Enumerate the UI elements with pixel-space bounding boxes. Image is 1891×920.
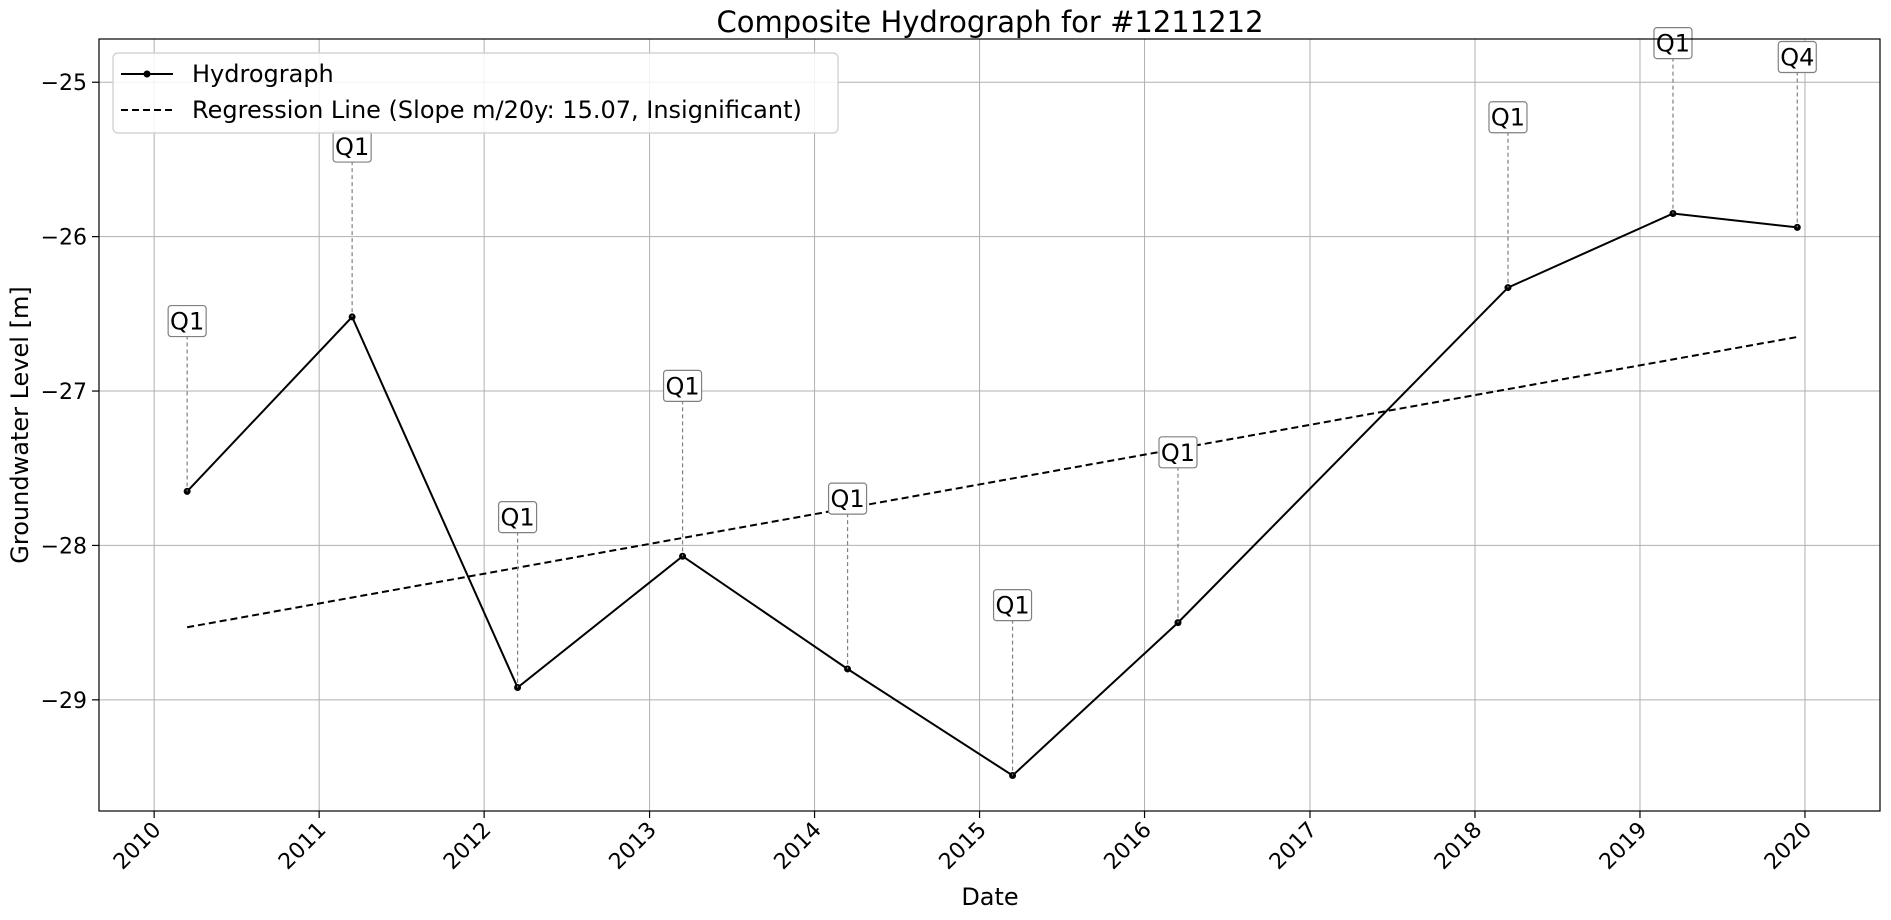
y-axis-label: Groundwater Level [m] xyxy=(6,286,34,563)
annotation-box xyxy=(662,369,703,402)
annotation-box xyxy=(1653,27,1693,60)
y-tick-label: −27 xyxy=(41,380,87,405)
annotation-box xyxy=(827,482,868,515)
quarter-label: Q1 xyxy=(830,485,864,513)
annotation-box xyxy=(1777,40,1817,74)
annotation-box xyxy=(167,304,207,338)
hydrograph-line xyxy=(186,212,1798,777)
y-tick-label: −28 xyxy=(41,534,87,559)
legend-hydrograph-label: Hydrograph xyxy=(192,60,334,88)
y-tick-label: −25 xyxy=(41,71,87,96)
quarter-label: Q1 xyxy=(1161,439,1195,467)
y-tick-label: −26 xyxy=(41,226,87,251)
quarter-label: Q1 xyxy=(665,372,699,400)
legend-box xyxy=(112,52,839,134)
x-axis-label: Date xyxy=(961,883,1018,911)
annotation-box xyxy=(1488,101,1528,134)
quarter-label: Q4 xyxy=(1780,44,1814,72)
quarter-label: Q1 xyxy=(335,133,369,161)
regression-line xyxy=(186,336,1798,629)
legend: Hydrograph Regression Line (Slope m/20y:… xyxy=(112,52,839,134)
quarter-label: Q1 xyxy=(1491,104,1525,132)
annotation-box xyxy=(497,501,538,534)
quarter-label: Q1 xyxy=(1656,30,1690,58)
annotation-box xyxy=(1158,436,1198,469)
quarter-label: Q1 xyxy=(170,308,204,336)
quarter-label: Q1 xyxy=(995,592,1029,620)
chart-title: Composite Hydrograph for #1211212 xyxy=(716,5,1263,39)
legend-regression-label: Regression Line (Slope m/20y: 15.07, Ins… xyxy=(192,96,802,124)
legend-hydrograph-marker xyxy=(143,70,151,78)
quarter-label: Q1 xyxy=(500,504,534,532)
annotation-layer: Q1 Q1 Q1 Q1 Q1 Q1 Q1 Q1 Q1 Q4 xyxy=(167,27,1817,776)
plot-frame xyxy=(98,38,1881,812)
annotation-box xyxy=(992,589,1033,622)
y-tick-label: −29 xyxy=(41,689,87,714)
